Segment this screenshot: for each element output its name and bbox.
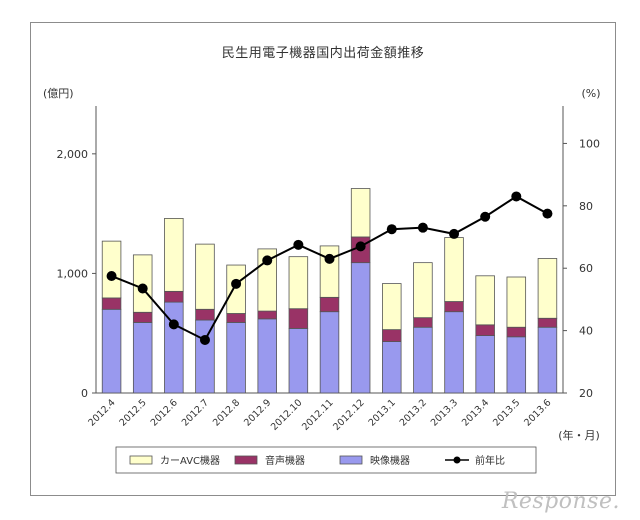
bar-segment-video [413,326,433,394]
bar-segment-video [475,335,495,394]
yoy-point [137,283,148,294]
x-tick-label: 2012.11 [300,397,336,433]
bar-segment-video [444,311,464,394]
chart-title: 民生用電子機器国内出荷金額推移 [222,45,425,61]
yoy-point [293,239,304,250]
bar-segment-audio [382,329,402,342]
yoy-point [449,228,460,239]
bar-segment-audio [132,311,153,323]
bar-segment-video [537,326,558,394]
right-tick-label: 60 [579,262,593,275]
bar-segment-video [350,262,371,394]
yoy-point [542,208,553,219]
legend-swatch [129,455,153,465]
bar-segment-audio [257,310,277,320]
bar-segment-video [101,308,122,394]
bar-segment-car-avc [537,258,558,319]
bar-segment-car-avc [101,240,122,299]
x-tick-label: 2013.6 [522,397,553,428]
bar-segment-car-avc [164,218,184,292]
bar-segment-audio [164,290,184,303]
bar-segment-car-avc [195,243,215,310]
yoy-point [106,271,117,282]
bar-segment-video [226,322,246,394]
x-tick-label: 2013.4 [460,397,491,428]
bar-segment-video [506,336,527,394]
right-tick-label: 80 [579,200,593,213]
legend: カーAVC機器 音声機器 映像機器 前年比 [115,446,537,474]
legend-swatch [339,455,363,465]
right-axis-unit: (%) [581,87,600,100]
bar-segment-video [195,319,215,394]
legend-swatch [234,455,258,465]
bar-segment-car-avc [288,256,309,310]
x-tick-label: 2013.2 [398,397,429,428]
bar-segment-audio [288,308,309,329]
left-tick-label: 0 [81,387,88,400]
response-watermark: Response. [501,489,620,514]
yoy-point [417,222,428,233]
plot-area: 0 1,000 2,000 20 40 60 80 100 2012.4 2012.5 2012.6… [57,106,600,433]
bar-segment-car-avc [226,264,246,314]
legend-label: 前年比 [475,454,505,467]
x-tick-label: 2012.12 [331,397,367,433]
yoy-point [199,334,210,345]
bar-segment-audio [101,297,122,310]
legend-label: 映像機器 [370,454,410,467]
right-tick-label: 100 [579,137,600,150]
bar-segment-car-avc [506,276,527,328]
bar-segment-audio [319,296,340,313]
bar-segment-video [319,311,340,394]
x-tick-label: 2012.4 [86,397,117,428]
x-tick-label: 2013.5 [491,397,522,428]
bar-segment-video [288,328,309,394]
bar-segment-car-avc [319,245,340,298]
x-tick-label: 2012.9 [242,397,273,428]
left-axis-unit: (億円) [43,87,74,100]
x-axis-unit: (年・月) [558,428,600,442]
bar-segment-video [132,322,153,394]
bar-segment-car-avc [350,188,371,238]
x-tick-label: 2012.8 [211,397,242,428]
x-tick-label: 2012.5 [118,397,149,428]
yoy-point [324,253,335,264]
yoy-point [262,255,273,266]
right-tick-label: 40 [579,325,593,338]
bar-segment-audio [506,326,527,338]
bar-segment-audio [444,301,464,313]
chart-svg: 民生用電子機器国内出荷金額推移 (億円) (%) (年・月) 0 1,000 2,0… [43,45,601,474]
bar-segment-audio [537,317,558,328]
yoy-point [480,211,491,222]
bar-segment-audio [195,308,215,321]
bar-segment-car-avc [413,262,433,319]
legend-marker [453,456,461,464]
legend-label: 音声機器 [265,454,305,467]
yoy-point [231,278,242,289]
bar-segment-car-avc [382,283,402,331]
x-tick-label: 2012.6 [149,397,180,428]
yoy-point [511,191,522,202]
right-tick-label: 20 [579,387,593,400]
legend-label: カーAVC機器 [160,454,220,467]
bar-segment-car-avc [444,237,464,302]
yoy-point [168,319,179,330]
bar-segment-audio [475,324,495,336]
bar-segment-car-avc [475,275,495,326]
left-tick-label: 1,000 [57,267,89,280]
x-tick-label: 2012.10 [269,397,305,433]
x-tick-label: 2013.1 [367,397,398,428]
left-tick-label: 2,000 [57,148,89,161]
bar-segment-video [257,318,277,394]
chart-frame: 民生用電子機器国内出荷金額推移 (億円) (%) (年・月) 0 1,000 2,0… [30,22,616,496]
yoy-point [386,224,397,235]
yoy-point [355,241,366,252]
x-tick-label: 2013.3 [429,397,460,428]
bar-segment-video [382,341,402,394]
bar-segment-audio [413,317,433,328]
bar-segment-audio [226,313,246,323]
x-tick-label: 2012.7 [180,397,211,428]
